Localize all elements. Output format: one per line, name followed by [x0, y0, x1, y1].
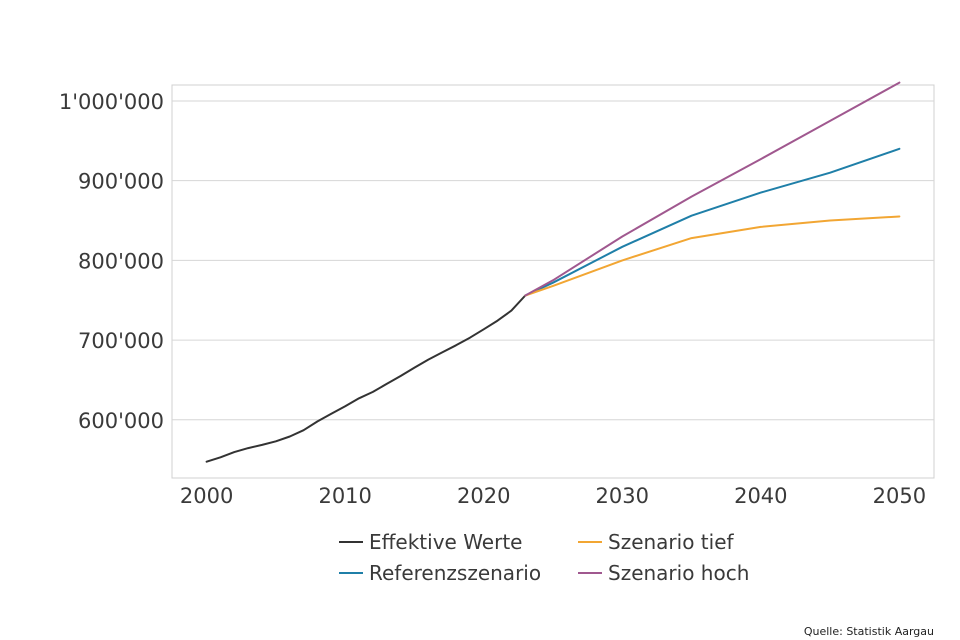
legend-label: Szenario tief [608, 530, 735, 554]
y-tick-label: 700'000 [78, 329, 164, 353]
x-tick-label: 2050 [873, 484, 926, 508]
series-line-referenzszenario [524, 147, 901, 297]
y-axis-ticks: 600'000 700'000 800'000 900'000 1'000'000 [59, 90, 164, 433]
legend-label: Effektive Werte [369, 530, 522, 554]
x-tick-label: 2040 [734, 484, 787, 508]
series-line-szenario-tief [524, 215, 901, 297]
source-note: Quelle: Statistik Aargau [803, 625, 934, 638]
x-axis-ticks: 2000 2010 2020 2030 2040 2050 [180, 484, 926, 508]
y-tick-label: 900'000 [78, 170, 164, 194]
x-tick-label: 2020 [457, 484, 510, 508]
y-tick-label: 1'000'000 [59, 90, 164, 114]
y-tick-label: 800'000 [78, 249, 164, 273]
y-tick-label: 600'000 [78, 409, 164, 433]
series-lines [205, 81, 901, 463]
plot-frame [171, 84, 935, 479]
series-line-szenario-hoch [524, 81, 901, 297]
grid-lines [172, 100, 934, 421]
x-tick-label: 2030 [596, 484, 649, 508]
legend-label: Szenario hoch [608, 561, 749, 585]
x-tick-label: 2000 [180, 484, 233, 508]
x-tick-label: 2010 [318, 484, 371, 508]
series-line-effektive-werte [205, 294, 527, 463]
legend-label: Referenzszenario [369, 561, 541, 585]
legend: Effektive Werte Szenario tief Referenzszen… [339, 530, 749, 585]
